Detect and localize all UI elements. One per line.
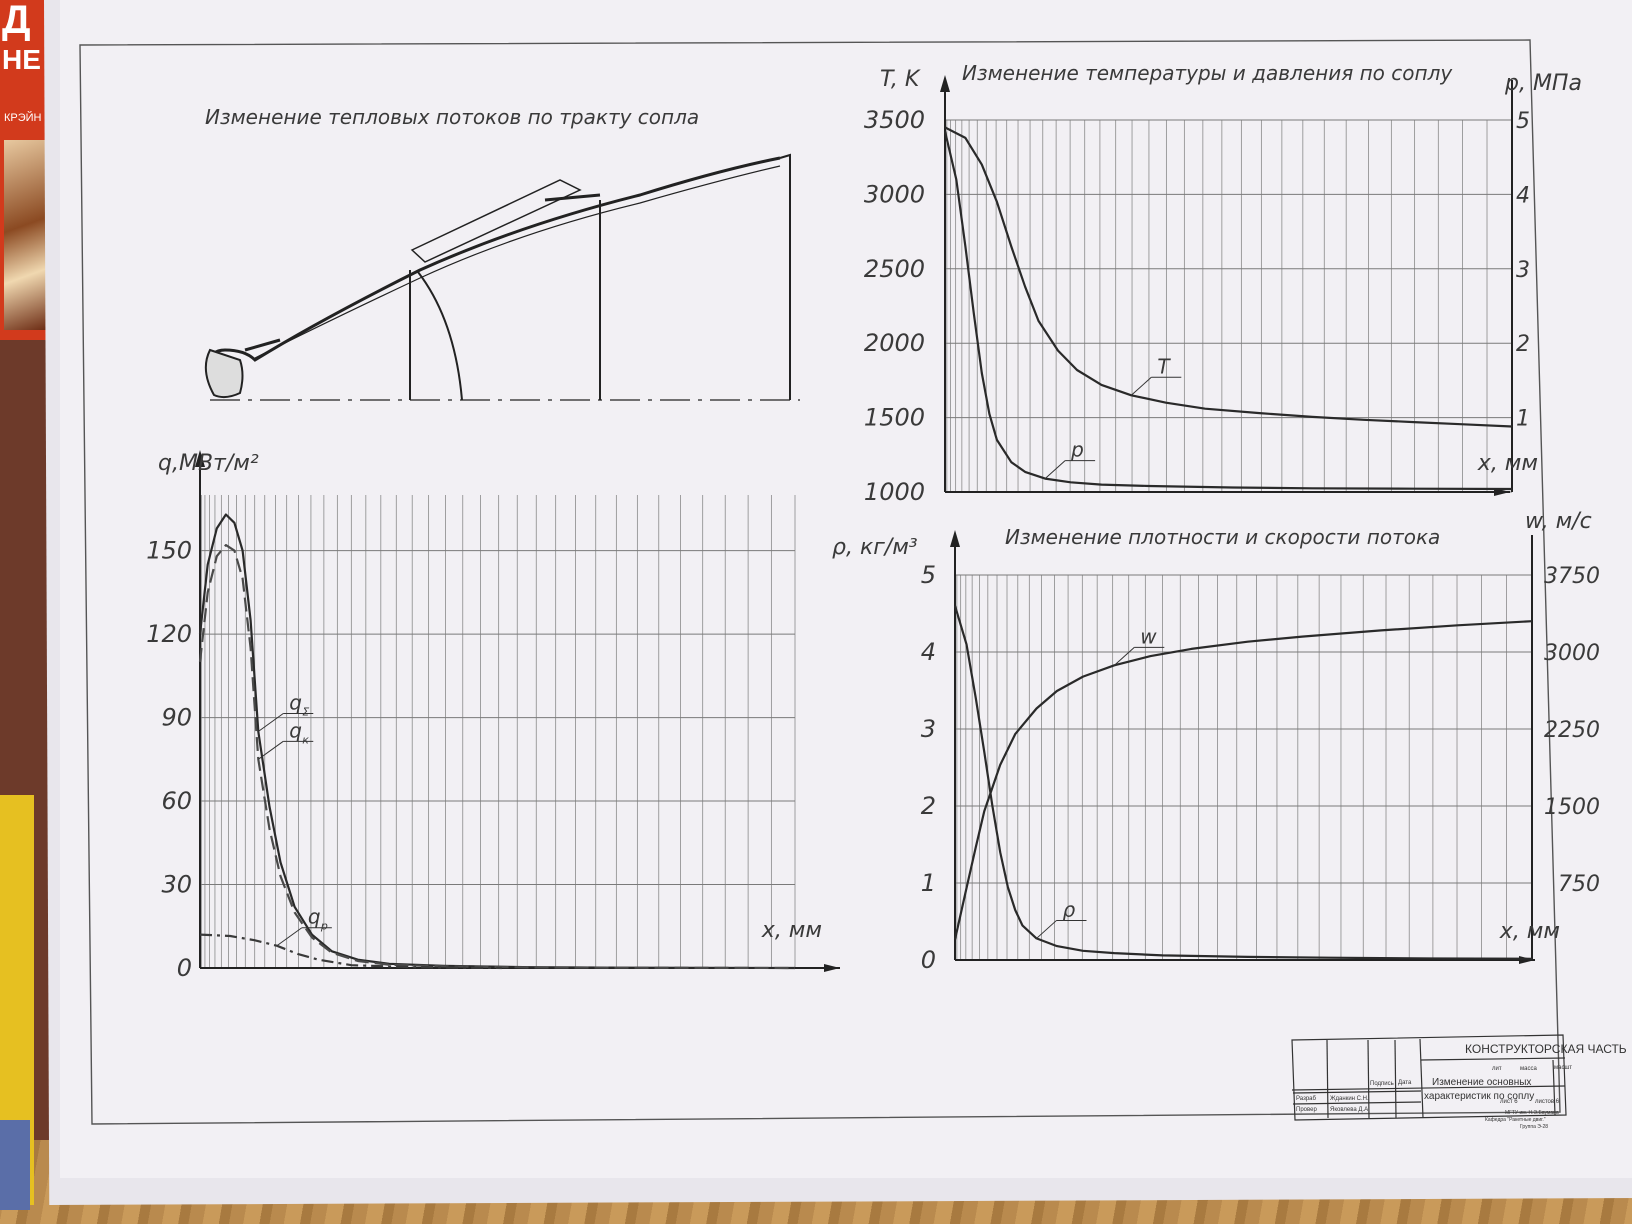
book-title-2: НЕ — [2, 44, 41, 75]
y-tick-label: 60 — [161, 787, 192, 815]
title-block-org-1: МГТУ им. Н.Э.Баумана — [1505, 1110, 1559, 1116]
y-tick-label: 150 — [146, 537, 192, 565]
series-label-0: q — [289, 691, 302, 715]
title-block-lit: лит — [1492, 1066, 1502, 1072]
y2-tick-label: 3000 — [1544, 641, 1600, 666]
nozzle-contour — [204, 153, 800, 401]
y-tick-label: 30 — [161, 871, 192, 899]
paper-sheet — [60, 0, 1632, 1178]
y-tick-label: 2000 — [864, 329, 925, 357]
title-block — [1291, 1034, 1567, 1121]
series-leader-0 — [257, 713, 284, 732]
y-tick-label: 1 — [921, 869, 936, 897]
temperature-pressure-chart: 1000 1500 2000 2500 3000 3500 1 2 3 4 5 Изменение т… — [864, 61, 1582, 506]
y2-tick-label: 4 — [1516, 183, 1530, 208]
title-block-name-1: Изменение основных — [1432, 1077, 1531, 1088]
y-tick-label: 0 — [921, 946, 936, 974]
title-block-sheet: лист 6 — [1500, 1099, 1518, 1105]
y-axis-arrow — [950, 530, 960, 547]
title-block-scale: масшт — [1554, 1065, 1572, 1071]
book-cover-image — [4, 140, 48, 330]
book-word: КРЭЙН — [4, 112, 42, 124]
series-line-0 — [953, 620, 1533, 940]
series-label-0: w — [1140, 624, 1157, 648]
y2-tick-label: 3750 — [1544, 564, 1600, 589]
y-tick-label: 90 — [161, 704, 192, 732]
y-tick-label: 3 — [921, 715, 936, 743]
series-leader-1 — [1044, 460, 1066, 479]
y-tick-label: 2 — [921, 792, 936, 820]
blue-book — [0, 1120, 30, 1210]
heat-flux-chart: 0 30 60 90 120 150 Изменение тепловых потоков … — [146, 105, 840, 982]
y-tick-label: 0 — [177, 954, 192, 982]
title-block-sheets: листов 6 — [1535, 1099, 1560, 1105]
title-block-name-row-2: Яковлева Д.А. — [1330, 1107, 1370, 1113]
y-tick-label: 5 — [921, 561, 936, 589]
series-label-0: T — [1157, 354, 1171, 378]
series-line-2 — [199, 933, 502, 970]
y2-tick-label: 3 — [1516, 258, 1530, 283]
series-label-sub-0: Σ — [302, 706, 309, 719]
y-axis-arrow — [940, 75, 950, 92]
y2-tick-label: 1500 — [1544, 795, 1600, 820]
y-axis-label: q,МВт/м² — [158, 451, 259, 476]
y-axis-label: T, K — [880, 67, 921, 92]
series-leader-2 — [276, 927, 303, 947]
series-line-1 — [198, 544, 796, 970]
y-tick-label: 2500 — [864, 255, 925, 283]
y-axis-label: ρ, кг/м³ — [832, 535, 918, 560]
y-tick-label: 1500 — [864, 404, 925, 432]
series-line-1 — [953, 605, 1533, 960]
y-tick-label: 120 — [146, 620, 192, 648]
title-block-col-date: Дата — [1398, 1080, 1412, 1086]
series-label-sub-1: к — [302, 733, 309, 746]
series-leader-1 — [1036, 920, 1057, 939]
drawing-frame — [79, 39, 1561, 1125]
series-label-1: p — [1070, 438, 1084, 462]
y2-tick-label: 2 — [1516, 332, 1530, 357]
series-label-1: ρ — [1063, 897, 1076, 921]
series-line-0 — [944, 126, 1513, 428]
y2-axis-label: w, м/с — [1525, 509, 1592, 534]
title-block-role-1: Разраб — [1296, 1096, 1316, 1102]
y2-tick-label: 750 — [1558, 872, 1600, 897]
series-leader-0 — [1130, 376, 1152, 396]
x-axis-label: x, мм — [1499, 919, 1560, 944]
density-velocity-chart: 0 1 2 3 4 5 750 1500 2250 3000 3750 Изменение плотн… — [832, 509, 1600, 974]
title-block-org-3: Группа Э-28 — [1520, 1124, 1548, 1130]
book-title: Д — [2, 0, 31, 42]
y2-tick-label: 5 — [1516, 109, 1530, 134]
y-axis-arrow — [195, 450, 205, 467]
chart-title: Изменение плотности и скорости потока — [1005, 525, 1440, 549]
series-label-2: q — [308, 905, 321, 929]
y-tick-label: 3000 — [864, 180, 925, 208]
x-axis-label: x, мм — [761, 918, 822, 943]
y2-tick-label: 1 — [1516, 407, 1530, 432]
chart-title: Изменение температуры и давления по сопл… — [962, 61, 1453, 85]
y2-tick-label: 2250 — [1544, 718, 1600, 743]
y-tick-label: 4 — [921, 638, 936, 666]
title-block-name-2: характеристик по соплу — [1424, 1091, 1534, 1102]
title-block-col-signature: Подпись — [1370, 1081, 1394, 1087]
series-leader-1 — [257, 740, 284, 760]
series-leader-0 — [1113, 646, 1135, 666]
series-label-sub-2: р — [320, 920, 328, 933]
title-block-org-2: Кафедра "Ракетные двиг." — [1485, 1117, 1546, 1123]
title-block-role-2: Провер — [1296, 1107, 1317, 1113]
series-label-1: q — [289, 718, 302, 742]
y-tick-label: 1000 — [864, 478, 925, 506]
title-block-name-row-1: Жданкин С.Н. — [1330, 1096, 1369, 1102]
series-line-1 — [943, 130, 1513, 491]
y-tick-label: 3500 — [864, 106, 925, 134]
y2-axis-label: p, МПа — [1504, 71, 1582, 96]
x-axis-arrow — [824, 964, 840, 972]
title-block-header: КОНСТРУКТОРСКАЯ ЧАСТЬ — [1465, 1042, 1627, 1056]
title-block-mass: масса — [1520, 1066, 1537, 1072]
chart-title: Изменение тепловых потоков по тракту соп… — [205, 105, 699, 129]
x-axis-label: x, мм — [1477, 451, 1538, 476]
